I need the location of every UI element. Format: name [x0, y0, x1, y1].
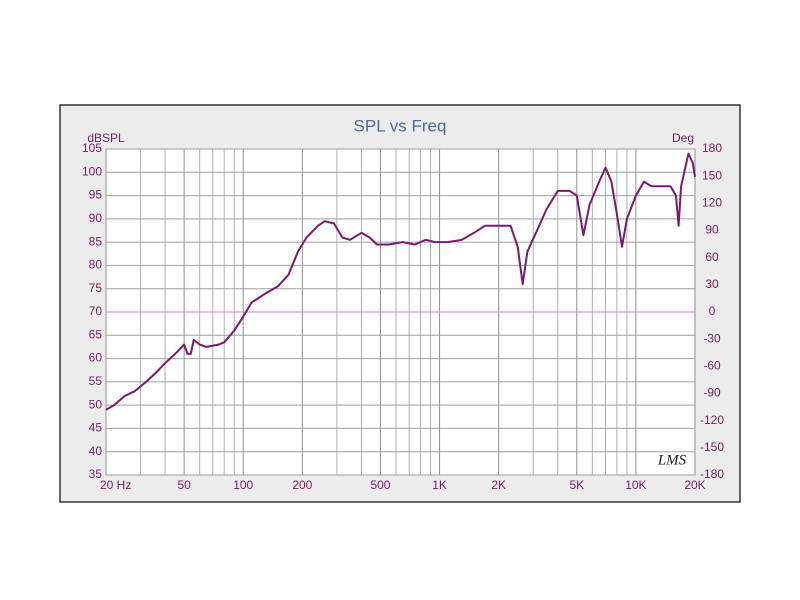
x-tick-label: 200 — [292, 478, 312, 492]
x-tick-label: 1K — [432, 478, 447, 492]
x-tick-label: 5K — [569, 478, 584, 492]
y2-tick-label: 180 — [702, 141, 722, 155]
y-axis-label: dBSPL — [87, 131, 125, 145]
y2-tick-label: -30 — [703, 331, 721, 345]
chart-title: SPL vs Freq — [354, 116, 447, 135]
x-tick-label: 10K — [625, 478, 646, 492]
y2-tick-label: 90 — [705, 223, 719, 237]
y-tick-label: 50 — [89, 397, 103, 411]
y-tick-label: 65 — [89, 327, 103, 341]
watermark: LMS — [657, 452, 687, 468]
y2-tick-label: -180 — [700, 467, 724, 481]
y-tick-label: 85 — [89, 234, 103, 248]
y2-tick-label: 150 — [702, 168, 722, 182]
y2-tick-label: 120 — [702, 196, 722, 210]
y-tick-label: 100 — [82, 164, 102, 178]
y2-tick-label: -150 — [700, 440, 724, 454]
y2-axis-label: Deg — [672, 131, 694, 145]
x-tick-label: 100 — [233, 478, 253, 492]
y-tick-label: 35 — [89, 467, 103, 481]
y-tick-label: 90 — [89, 211, 103, 225]
y-tick-label: 60 — [89, 351, 103, 365]
y-tick-label: 80 — [89, 258, 103, 272]
y2-tick-label: 0 — [709, 304, 716, 318]
y2-tick-label: 60 — [705, 250, 719, 264]
y-tick-label: 105 — [82, 141, 102, 155]
x-tick-label: 2K — [491, 478, 506, 492]
x-tick-label: 20 Hz — [100, 478, 131, 492]
y2-tick-label: -120 — [700, 413, 724, 427]
y-tick-label: 55 — [89, 374, 103, 388]
y2-tick-label: -90 — [703, 386, 721, 400]
y-tick-label: 70 — [89, 304, 103, 318]
x-tick-label: 500 — [370, 478, 390, 492]
x-tick-label: 20K — [684, 478, 705, 492]
y2-tick-label: 30 — [705, 277, 719, 291]
y-tick-label: 45 — [89, 421, 103, 435]
y-tick-label: 75 — [89, 281, 103, 295]
y2-tick-label: -60 — [703, 359, 721, 373]
series-line — [105, 152, 696, 411]
y-tick-label: 40 — [89, 444, 103, 458]
x-tick-label: 50 — [177, 478, 191, 492]
y-tick-label: 95 — [89, 188, 103, 202]
